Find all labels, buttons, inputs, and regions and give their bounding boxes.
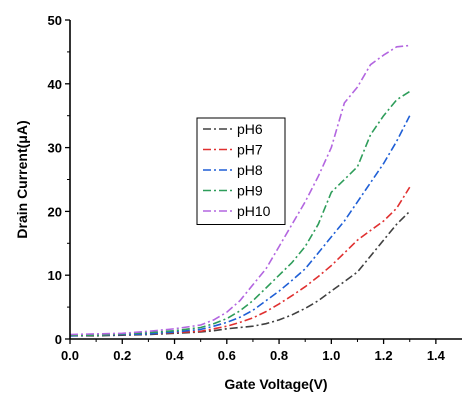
x-tick-labels: 0.0 0.2 0.4 0.6 0.8 1.0 1.2 1.4 [61,348,446,363]
plot-area [69,44,411,337]
legend-label: pH10 [237,203,271,219]
y-axis-title: Drain Current(μA) [14,120,30,238]
x-tick-label: 0.8 [270,348,288,363]
series-line-ph9 [70,90,411,336]
legend-label: pH6 [237,121,263,137]
x-tick-label: 0.6 [218,348,236,363]
y-tick-label: 50 [48,13,62,28]
y-tick-labels: 0 10 20 30 40 50 [48,13,62,347]
legend-label: pH9 [237,183,263,199]
x-tick-label: 0.4 [165,348,184,363]
y-tick-label: 0 [55,332,62,347]
x-tick-label: 1.4 [427,348,446,363]
series-line-ph8 [69,115,411,337]
y-tick-label: 20 [48,204,62,219]
y-tick-label: 40 [48,77,62,92]
legend: pH6 pH7 pH8 pH9 pH10 [196,117,286,225]
y-tick-label: 30 [48,141,62,156]
x-axis-title: Gate Voltage(V) [224,376,327,392]
legend-label: pH8 [237,162,263,178]
x-tick-label: 0.0 [61,348,79,363]
x-tick-label: 0.2 [113,348,131,363]
x-tick-label: 1.2 [375,348,393,363]
legend-label: pH7 [237,142,263,158]
x-tick-label: 1.0 [322,348,340,363]
y-tick-label: 10 [48,268,62,283]
series-line-ph10 [69,44,410,336]
legend-box [196,117,286,225]
